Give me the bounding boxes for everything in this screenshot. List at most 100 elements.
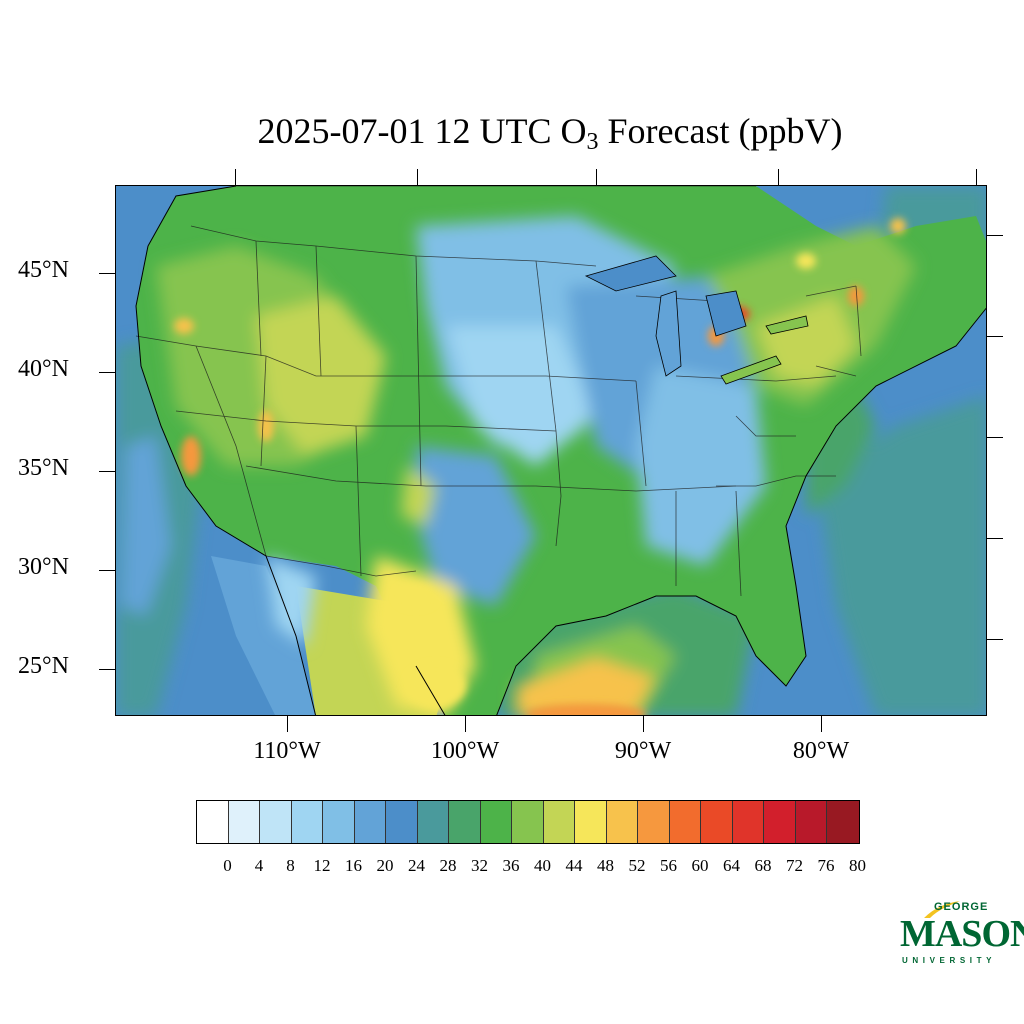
lon-label-90w: 90°W [614,738,672,764]
oregon-hotspot [174,318,194,334]
colorbar-label: 60 [691,856,709,875]
top-tick [417,169,418,185]
california-hotspot [181,436,201,476]
ozone-map [115,185,987,716]
title-main: 2025-07-01 12 UTC O [257,111,587,151]
colorbar-label: 80 [849,856,866,875]
pacific-blue-patch [121,436,171,616]
gulf-strip [526,704,646,715]
right-tick [987,235,1003,236]
colorbar-swatch [260,801,292,843]
bottom-tick [821,716,822,732]
top-tick [778,169,779,185]
bottom-tick [643,716,644,732]
bottom-tick [465,716,466,732]
colorbar-label: 56 [660,856,677,875]
colorbar-label: 24 [408,856,425,875]
colorbar-label: 52 [628,856,646,875]
southeast-low [636,366,766,566]
colorbar-swatch [386,801,418,843]
colorbar-label: 40 [534,856,551,875]
gulf-coast-high [516,656,656,715]
lon-label-110w: 110°W [253,738,321,764]
colorbar-swatch [732,801,764,843]
colorbar-label: 8 [286,856,295,875]
colorbar-swatch [795,801,827,843]
colorbar-swatch [197,801,229,843]
lake-ontario [765,315,809,335]
colorbar-swatch [323,801,355,843]
maine-hotspot [890,218,906,234]
top-tick [976,169,977,185]
right-tick [987,538,1003,539]
panhandle-high [401,466,436,526]
utah-hotspot [258,410,274,442]
new-england-hotspot [848,286,864,306]
lake-superior [584,255,677,292]
southwest-low [266,556,316,646]
colorbar-swatch [638,801,670,843]
lat-label-40n: 40°N [18,356,69,382]
colorbar-label: 4 [254,856,264,875]
bottom-tick [287,716,288,732]
right-tick [987,639,1003,640]
colorbar-label: 48 [597,856,614,875]
ozone-field [116,186,986,715]
left-tick [99,570,115,571]
title-tail: Forecast (ppbV) [598,111,843,151]
logo-mason: MASON [900,913,1024,955]
lat-label-25n: 25°N [18,653,69,679]
colorbar-label: 64 [723,856,740,875]
logo-university: UNIVERSITY [902,956,997,965]
colorbar-label: 0 [223,856,232,875]
colorbar-label: 76 [817,856,835,875]
south-texas-hotspot [406,664,466,708]
right-tick [987,336,1003,337]
lat-label-35n: 35°N [18,455,69,481]
colorbar-label: 12 [313,856,331,875]
colorbar-swatch [480,801,512,843]
mexico-west [211,556,316,715]
colorbar-label: 72 [786,856,803,875]
colorbar-swatch [543,801,575,843]
ontario-hotspot [796,253,816,269]
colorbar-swatch [291,801,323,843]
lake-huron [705,290,747,337]
colorbar-swatch [354,801,386,843]
lake-michigan [655,290,682,377]
lat-label-45n: 45°N [18,257,69,283]
logo-george: GEORGE [934,901,989,913]
colorbar-swatch [449,801,481,843]
west-texas-hotspot [396,584,436,608]
top-tick [235,169,236,185]
colorbar-swatch [417,801,449,843]
atlantic-teal [816,396,986,715]
coastline [135,186,986,715]
top-tick [596,169,597,185]
colorbar-swatch [606,801,638,843]
colorbar-label: 68 [754,856,772,875]
left-tick [99,372,115,373]
colorbar-swatch [827,801,859,843]
logo-swoosh-icon [924,901,960,918]
colorbar-swatch [575,801,607,843]
lat-label-30n: 30°N [18,554,69,580]
colorbar-label: 28 [439,856,457,875]
colorbar-label: 16 [345,856,362,875]
lon-label-80w: 80°W [792,738,850,764]
lake-erie [720,355,782,385]
colorbar-swatch [512,801,544,843]
left-tick [99,669,115,670]
colorbar [196,800,860,844]
left-tick [99,471,115,472]
central-plains-very-low [446,326,596,466]
colorbar-label: 44 [565,856,583,875]
colorbar-swatch [228,801,260,843]
title-subscript: 3 [586,129,599,155]
colorbar-swatch [764,801,796,843]
colorbar-label: 36 [502,856,520,875]
colorbar-label: 20 [376,856,394,875]
colorbar-label: 32 [471,856,488,875]
right-tick [987,437,1003,438]
gmu-logo: GEORGE MASON UNIVERSITY [898,900,1024,970]
